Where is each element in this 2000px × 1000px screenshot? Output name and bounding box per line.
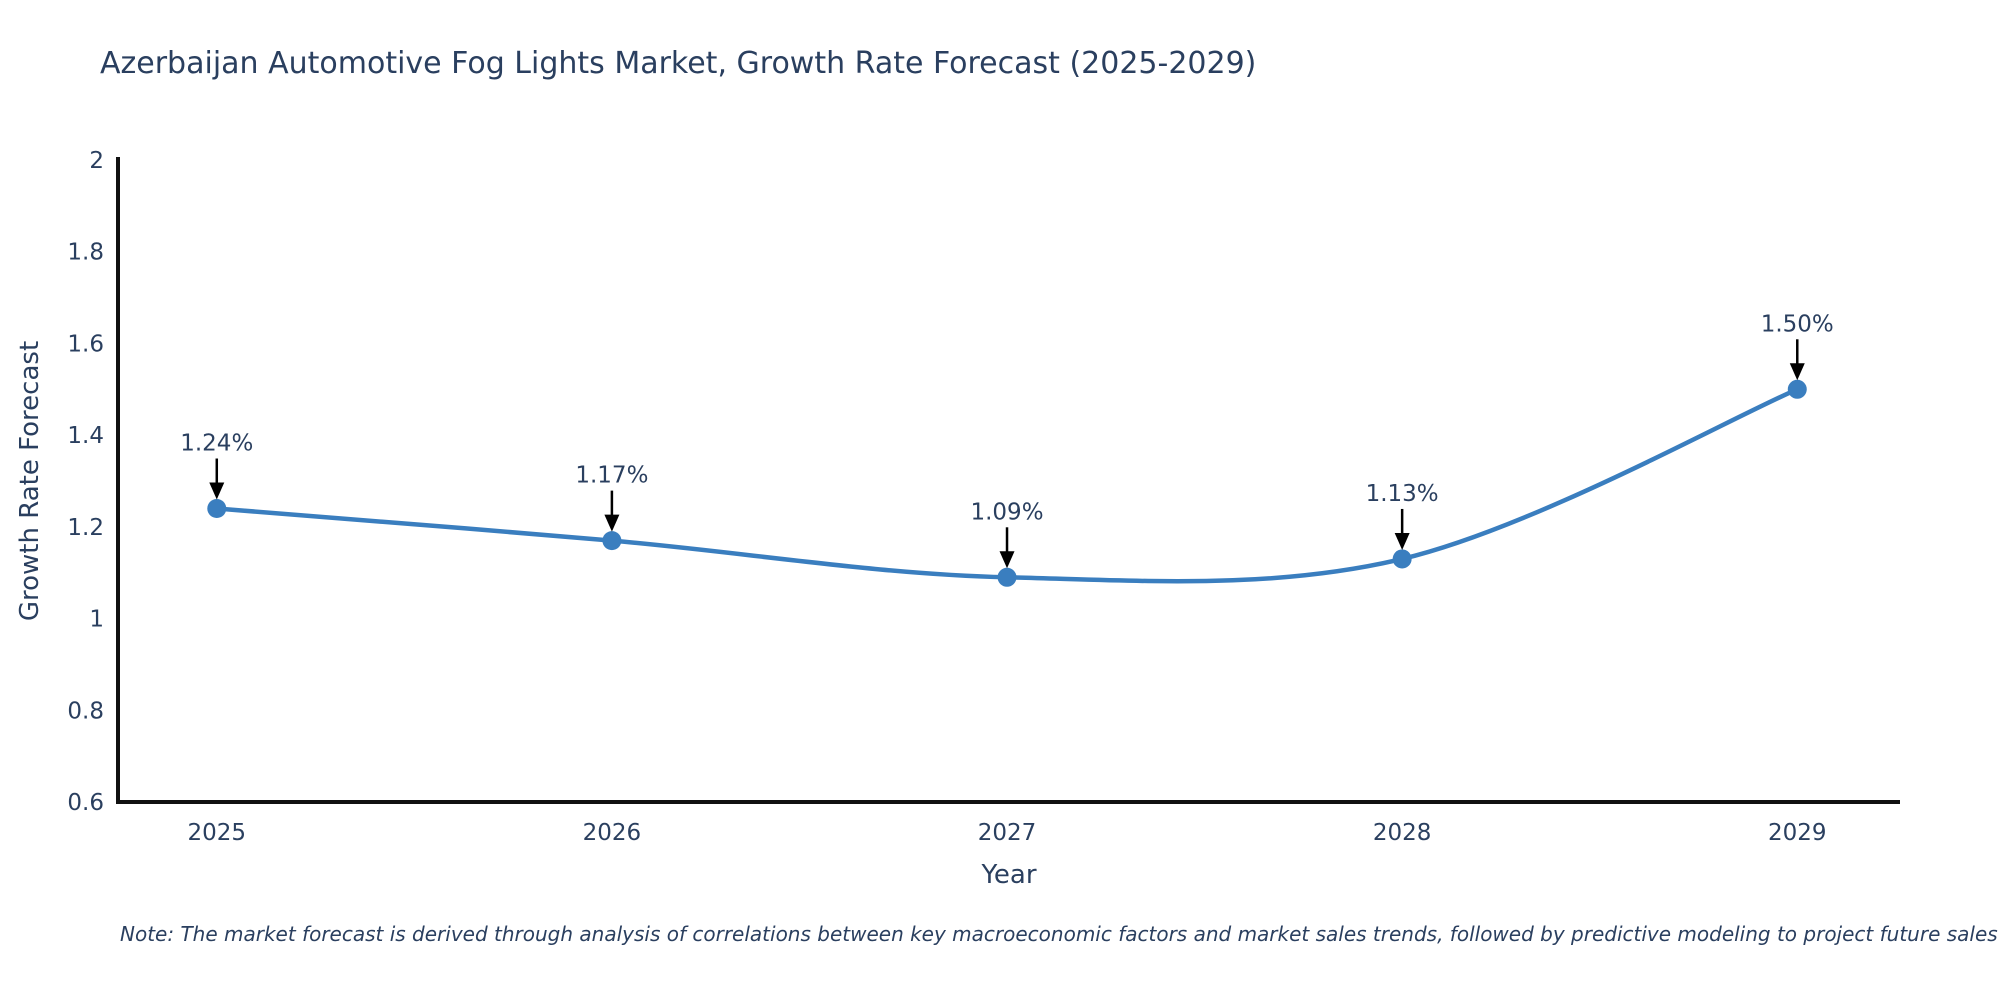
x-axis-title: Year xyxy=(981,860,1037,890)
footnote: Note: The market forecast is derived thr… xyxy=(120,922,1998,946)
x-tick-label: 2027 xyxy=(978,820,1037,846)
y-tick-label: 1.2 xyxy=(67,515,104,541)
data-point-2025[interactable] xyxy=(207,499,227,519)
x-tick-label: 2029 xyxy=(1768,820,1827,846)
point-value-label: 1.09% xyxy=(970,499,1043,525)
y-tick-label: 2 xyxy=(89,148,104,174)
y-tick-label: 1.8 xyxy=(67,240,104,266)
point-value-label: 1.17% xyxy=(575,463,648,489)
point-value-label: 1.24% xyxy=(180,431,253,457)
point-value-label: 1.50% xyxy=(1761,311,1834,337)
x-tick-label: 2026 xyxy=(583,820,642,846)
point-value-label: 1.13% xyxy=(1366,481,1439,507)
chart-title: Azerbaijan Automotive Fog Lights Market,… xyxy=(100,46,1257,81)
data-point-2029[interactable] xyxy=(1787,379,1807,399)
annotation-arrowhead xyxy=(1394,532,1410,550)
data-point-2027[interactable] xyxy=(997,567,1017,587)
data-point-2028[interactable] xyxy=(1392,549,1412,569)
data-point-2026[interactable] xyxy=(602,531,622,551)
annotation-arrowhead xyxy=(209,482,225,500)
annotation-arrowhead xyxy=(1789,363,1805,381)
y-tick-label: 1 xyxy=(89,607,104,633)
x-tick-label: 2028 xyxy=(1373,820,1432,846)
annotation-arrowhead xyxy=(999,551,1015,569)
y-tick-label: 1.6 xyxy=(67,331,104,357)
annotation-arrowhead xyxy=(604,514,620,532)
x-tick-label: 2025 xyxy=(188,820,247,846)
y-tick-label: 1.4 xyxy=(67,423,104,449)
y-tick-label: 0.6 xyxy=(67,790,104,816)
y-tick-label: 0.8 xyxy=(67,698,104,724)
